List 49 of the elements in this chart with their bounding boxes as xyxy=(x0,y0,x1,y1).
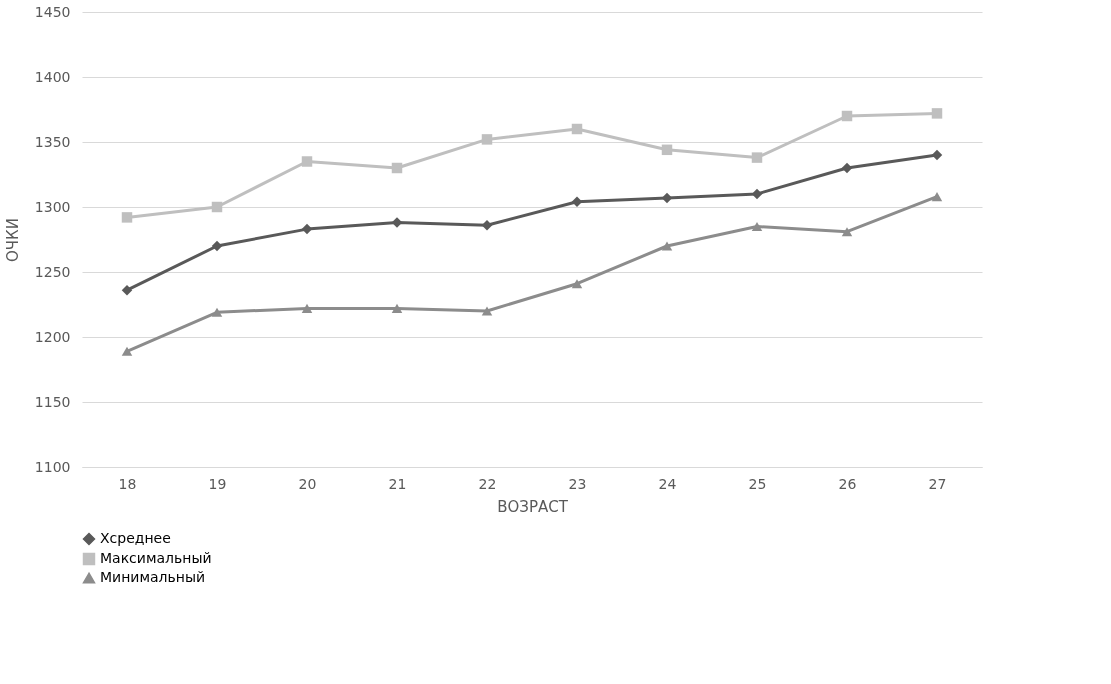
point xyxy=(841,110,853,122)
point xyxy=(301,303,313,313)
point xyxy=(481,306,493,316)
y-tick-label: 1100 xyxy=(34,458,71,475)
x-tick-label: 27 xyxy=(928,475,947,492)
legend-label: Минимальный xyxy=(100,569,206,585)
point xyxy=(121,284,133,296)
point xyxy=(571,279,583,289)
y-tick-label: 1450 xyxy=(34,3,71,20)
x-tick-label: 26 xyxy=(838,475,857,492)
point xyxy=(121,346,133,356)
point xyxy=(121,212,133,223)
point xyxy=(931,192,943,202)
point xyxy=(751,221,763,232)
point xyxy=(391,303,403,313)
point xyxy=(661,144,673,156)
point xyxy=(661,241,673,251)
point xyxy=(391,217,403,228)
x-tick-label: 21 xyxy=(388,475,407,492)
point xyxy=(481,134,493,145)
point xyxy=(751,152,763,163)
legend-label: Хсреднее xyxy=(100,530,171,546)
y-tick-label: 1150 xyxy=(34,393,71,410)
y-axis-title: ОЧКИ xyxy=(3,218,22,262)
legend-label: Максимальный xyxy=(100,550,212,566)
x-tick-label: 18 xyxy=(118,475,137,492)
point xyxy=(571,123,583,135)
point xyxy=(301,156,313,167)
y-tick-label: 1300 xyxy=(34,198,71,215)
x-tick-label: 22 xyxy=(478,475,497,492)
x-axis-title: ВОЗРАСТ xyxy=(497,497,569,516)
x-tick-label: 23 xyxy=(568,475,587,492)
x-tick-label: 20 xyxy=(298,475,317,492)
point xyxy=(481,219,493,231)
point xyxy=(391,162,403,174)
y-tick-label: 1350 xyxy=(34,133,71,150)
point xyxy=(841,227,853,237)
x-tick-label: 19 xyxy=(208,475,227,492)
point xyxy=(211,307,223,317)
y-tick-label: 1250 xyxy=(34,263,71,280)
point xyxy=(931,108,943,119)
point xyxy=(931,149,943,161)
point xyxy=(211,201,223,213)
x-tick-label: 25 xyxy=(748,475,767,492)
point xyxy=(211,240,223,252)
y-tick-label: 1200 xyxy=(34,328,71,345)
y-tick-label: 1400 xyxy=(34,68,71,85)
point xyxy=(841,162,853,174)
x-tick-label: 24 xyxy=(658,475,677,492)
